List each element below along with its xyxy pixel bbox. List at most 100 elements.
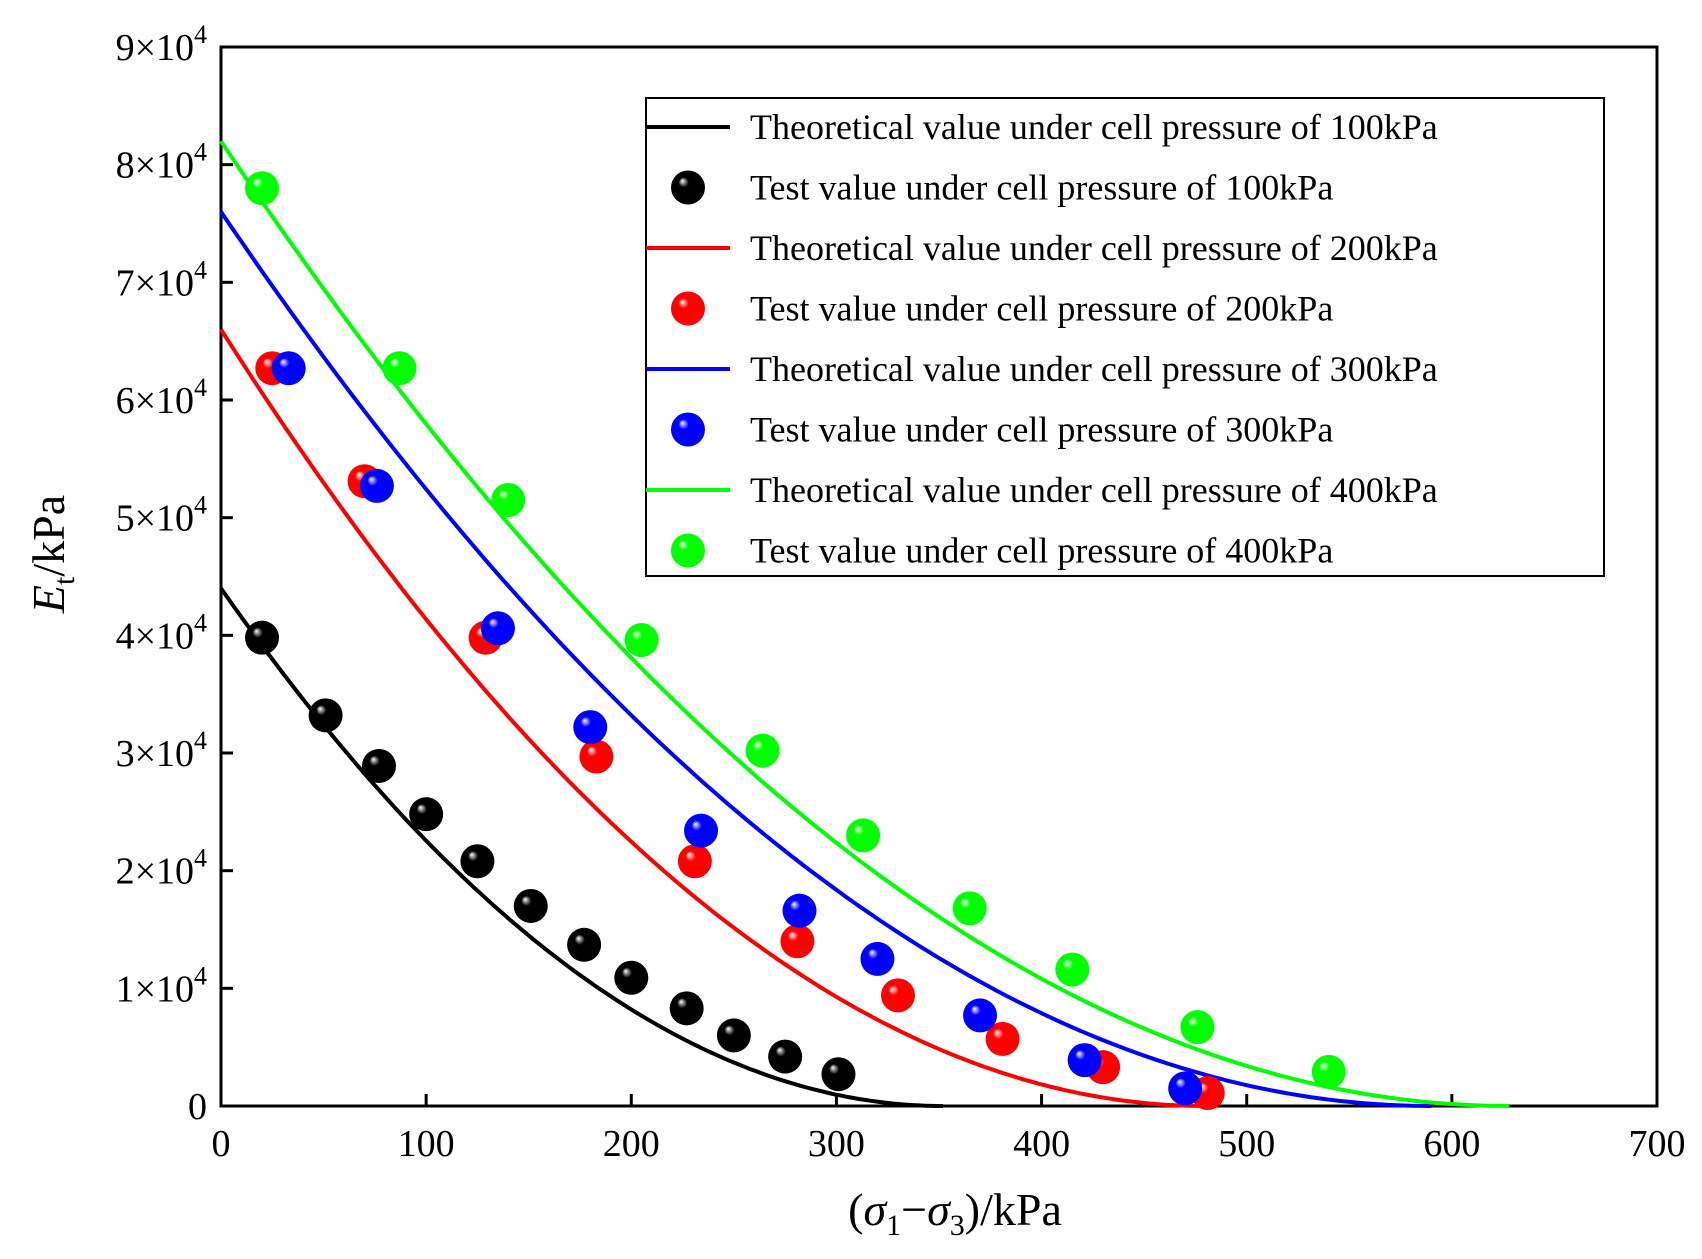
- test-point-s5: [480, 611, 515, 646]
- x-tick-label: 200: [603, 1123, 660, 1165]
- y-tick-mantissa: 2: [116, 851, 135, 893]
- legend-point-swatch: [671, 291, 705, 326]
- legend-point-swatch: [671, 170, 705, 205]
- test-point-s1: [567, 927, 602, 962]
- test-point-s7: [1311, 1054, 1346, 1089]
- x-axis-title-sub3: 3: [950, 1209, 965, 1242]
- test-point-s5: [573, 710, 608, 745]
- x-tick-label: 100: [398, 1123, 455, 1165]
- test-point-s1: [614, 960, 649, 995]
- test-point-s3: [985, 1021, 1020, 1056]
- legend-label: Theoretical value under cell pressure of…: [750, 349, 1438, 389]
- y-tick-exponent: 4: [194, 844, 207, 873]
- test-point-s1: [308, 698, 343, 733]
- test-point-s1: [768, 1039, 803, 1074]
- y-tick-mantissa: 8: [116, 145, 135, 187]
- test-point-s7: [624, 623, 659, 658]
- y-tick-label: 7×104: [116, 255, 207, 304]
- test-point-s3: [579, 739, 614, 774]
- y-tick-base: ×10: [135, 615, 194, 657]
- theory-line-0: [219, 587, 944, 1108]
- test-point-s1: [716, 1018, 751, 1053]
- test-point-s5: [782, 893, 817, 928]
- legend-label: Test value under cell pressure of 100kPa: [750, 168, 1333, 208]
- y-tick-exponent: 4: [194, 491, 207, 520]
- y-tick-base: ×10: [135, 968, 194, 1010]
- y-tick-base: ×10: [135, 380, 194, 422]
- legend-box: [645, 97, 1605, 577]
- test-point-s3: [677, 844, 712, 879]
- y-tick-base: ×10: [135, 733, 194, 775]
- y-tick-exponent: 4: [194, 961, 207, 990]
- x-axis-title-sigma-a: σ: [863, 1184, 888, 1235]
- test-point-s5: [963, 998, 998, 1033]
- legend-label: Theoretical value under cell pressure of…: [750, 470, 1438, 510]
- y-tick-mantissa: 7: [116, 262, 135, 304]
- y-tick-base: ×10: [135, 851, 194, 893]
- y-tick-exponent: 4: [194, 255, 207, 284]
- y-tick-base: ×10: [135, 145, 194, 187]
- test-point-s1: [409, 797, 444, 832]
- test-point-s7: [245, 171, 280, 206]
- test-point-s3: [880, 978, 915, 1013]
- test-point-s1: [821, 1057, 856, 1092]
- y-tick-label: 2×104: [116, 844, 207, 893]
- test-point-s7: [1180, 1010, 1215, 1045]
- y-axis-title-unit: /kPa: [23, 495, 74, 577]
- test-point-s5: [271, 351, 306, 386]
- x-axis-title-sub1: 1: [886, 1209, 901, 1242]
- legend-label: Test value under cell pressure of 300kPa: [750, 410, 1333, 450]
- y-tick-exponent: 4: [194, 726, 207, 755]
- x-tick-label: 700: [1629, 1123, 1686, 1165]
- test-point-s5: [1168, 1071, 1203, 1106]
- test-point-s1: [513, 888, 548, 923]
- x-tick-label: 600: [1423, 1123, 1480, 1165]
- legend-point-swatch: [671, 533, 705, 568]
- theory-line-6: [219, 139, 1510, 1108]
- test-point-s3: [780, 924, 815, 959]
- y-tick-mantissa: 4: [116, 615, 135, 657]
- y-tick-mantissa: 3: [116, 733, 135, 775]
- y-tick-mantissa: 9: [116, 27, 135, 69]
- y-tick-exponent: 4: [194, 20, 207, 49]
- y-tick-exponent: 4: [194, 608, 207, 637]
- test-point-s1: [460, 844, 495, 879]
- test-point-s5: [860, 941, 895, 976]
- y-axis-title-sub: t: [48, 576, 81, 585]
- x-tick-label: 0: [212, 1123, 231, 1165]
- test-point-s7: [491, 483, 526, 518]
- y-tick-base: ×10: [135, 498, 194, 540]
- test-point-s1: [361, 748, 396, 783]
- y-tick-mantissa: 5: [116, 498, 135, 540]
- y-tick-label: 4×104: [116, 608, 207, 657]
- y-tick-label: 6×104: [116, 373, 207, 422]
- y-tick-base: ×10: [135, 27, 194, 69]
- y-tick-exponent: 4: [194, 373, 207, 402]
- x-tick-label: 500: [1218, 1123, 1275, 1165]
- x-tick-label: 400: [1013, 1123, 1070, 1165]
- test-point-s1: [245, 620, 280, 655]
- test-point-s7: [382, 351, 417, 386]
- legend-label: Theoretical value under cell pressure of…: [750, 107, 1438, 147]
- y-axis-title-e: E: [23, 585, 74, 614]
- x-axis-title-minus: −: [901, 1184, 927, 1235]
- y-tick-label: 8×104: [116, 138, 207, 187]
- y-axis-title: Et/kPa: [23, 495, 81, 614]
- x-tick-label: 300: [808, 1123, 865, 1165]
- test-point-s1: [669, 991, 704, 1026]
- y-tick-mantissa: 1: [116, 968, 135, 1010]
- legend-label: Test value under cell pressure of 400kPa: [750, 531, 1333, 571]
- x-axis-title-unit: )/kPa: [965, 1184, 1062, 1235]
- legend-point-swatch: [671, 412, 705, 447]
- theory-line-4: [219, 210, 1432, 1108]
- test-point-s7: [745, 733, 780, 768]
- test-point-s7: [1055, 952, 1090, 987]
- theory-line-2: [219, 328, 1206, 1108]
- y-tick-label: 9×104: [116, 20, 207, 69]
- y-tick-exponent: 4: [194, 138, 207, 167]
- y-tick-base: ×10: [135, 262, 194, 304]
- x-axis-title: (σ1−σ3)/kPa: [848, 1184, 1062, 1242]
- y-tick-label: 3×104: [116, 726, 207, 775]
- x-axis-title-sigma-b: σ: [927, 1184, 952, 1235]
